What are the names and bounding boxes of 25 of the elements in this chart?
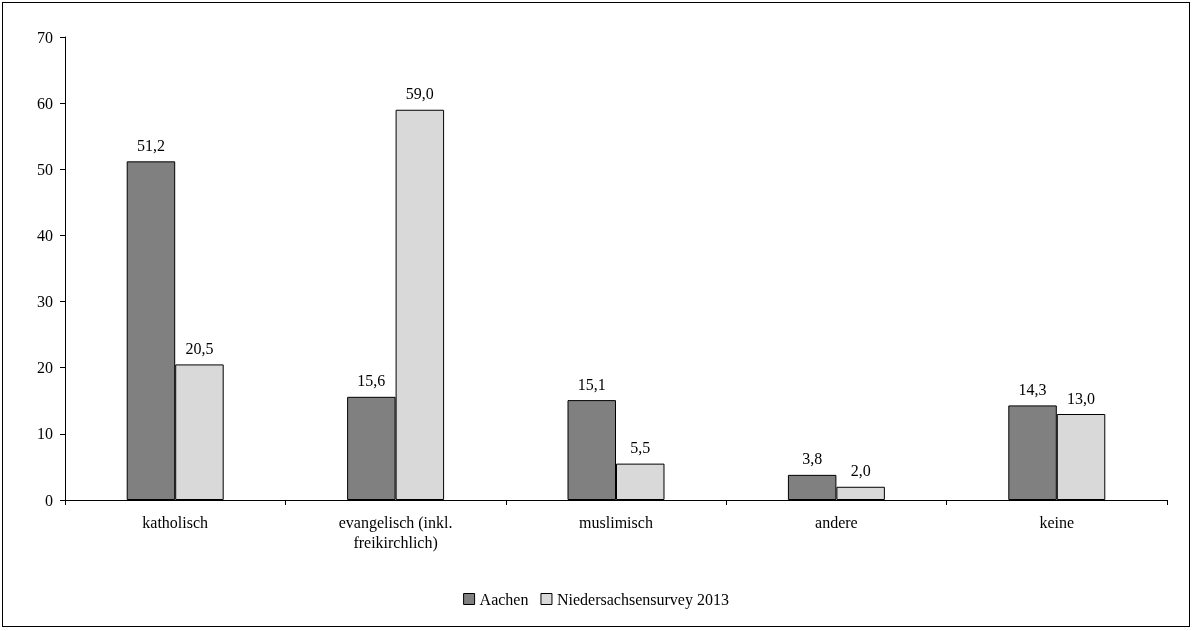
data-label: 20,5: [185, 339, 214, 357]
x-tick-label: katholisch: [142, 513, 209, 531]
y-tick-label: 10: [37, 425, 53, 443]
data-label: 15,6: [357, 372, 386, 390]
data-label: 14,3: [1018, 380, 1047, 398]
y-tick-label: 70: [37, 28, 53, 46]
y-tick-label: 0: [45, 491, 53, 509]
data-label: 3,8: [802, 450, 823, 468]
legend-label: Aachen: [479, 590, 529, 608]
data-label: 59,0: [405, 85, 434, 103]
x-tick-label: andere: [815, 513, 858, 531]
y-tick-label: 20: [37, 359, 53, 377]
y-tick-label: 50: [37, 160, 53, 178]
x-tick-label: evangelisch (inkl. freikirchlich): [338, 513, 453, 552]
y-tick-label: 60: [37, 94, 53, 112]
x-tick-label: keine: [1039, 513, 1075, 531]
data-label: 13,0: [1067, 389, 1096, 407]
y-tick-label: 30: [37, 293, 53, 311]
x-tick-label: muslimisch: [579, 513, 653, 531]
legend-label: Niedersachsensurvey 2013: [556, 590, 729, 609]
data-label: 5,5: [630, 439, 651, 457]
data-label: 2,0: [850, 462, 871, 480]
data-label: 51,2: [136, 136, 165, 154]
data-label: 15,1: [577, 375, 606, 393]
y-tick-label: 40: [37, 226, 53, 244]
